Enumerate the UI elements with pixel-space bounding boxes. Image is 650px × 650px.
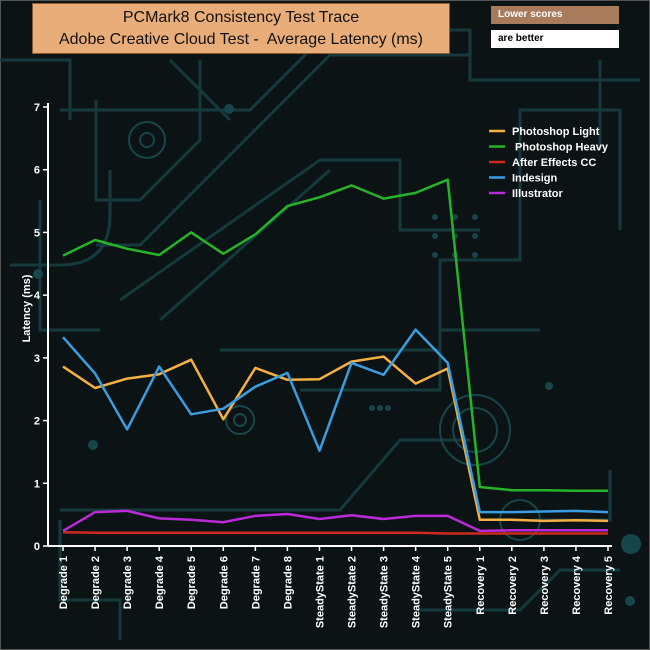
legend-item-label: Photoshop Light [512,126,600,138]
x-tick-label: Degrade 7 [250,556,262,609]
x-tick-label: Degrade 4 [154,555,166,609]
x-tick-label: Degrade 6 [218,556,230,609]
series-line-indesign [62,328,609,514]
x-tick-label: SteadyState 5 [443,556,455,628]
x-tick-label: SteadyState 1 [314,556,326,628]
x-tick-label: Degrade 5 [186,556,198,609]
series-line-photoshop-light [62,355,609,523]
y-tick-label: 4 [34,290,41,302]
y-tick-label: 5 [34,227,40,239]
y-tick-label: 1 [34,478,40,490]
legend: Photoshop Light Photoshop Heavy After Eff… [489,126,609,200]
note-are-better: are better [491,30,619,48]
x-tick-label: Degrade 8 [282,556,294,609]
x-tick-label: Recovery 4 [571,555,583,615]
y-axis-label: Latency (ms) [21,274,33,342]
y-tick-label: 6 [34,165,40,177]
legend-item-label: Indesign [512,173,558,185]
y-axis-ticks: 0 1 2 3 4 5 6 7 [34,102,48,553]
series-line-after-effects-cc [62,530,608,535]
x-tick-label: SteadyState 3 [379,556,391,628]
x-tick-label: Degrade 3 [122,556,134,609]
legend-item-label: Illustrator [512,188,563,200]
x-tick-label: Recovery 1 [475,556,487,615]
x-tick-label: Recovery 5 [603,556,615,615]
x-tick-label: SteadyState 4 [411,555,423,628]
chart-title-box: PCMark8 Consistency Test Trace Adobe Cre… [32,3,450,54]
series-line-photoshop-heavy [62,178,608,493]
series-line-illustrator [62,509,608,533]
x-axis-ticks: Degrade 1 Degrade 2 Degrade 3 Degrade 4 Degr… [58,546,615,628]
x-tick-label: Degrade 1 [58,556,70,609]
y-tick-label: 2 [34,416,40,428]
chart-title-line-1: PCMark8 Consistency Test Trace [122,9,360,26]
legend-item-label: After Effects CC [512,157,596,169]
y-tick-label: 7 [34,102,40,114]
y-tick-label: 0 [34,541,40,553]
x-tick-label: Degrade 2 [90,556,102,609]
x-tick-label: Recovery 2 [507,556,519,615]
x-tick-label: SteadyState 2 [347,556,359,628]
legend-item-label: Photoshop Heavy [512,142,609,154]
y-tick-label: 3 [34,353,40,365]
note-lower-scores: Lower scores [491,6,619,24]
chart-title-line-2: Adobe Creative Cloud Test - Average Late… [58,31,424,48]
x-tick-label: Recovery 3 [539,556,551,615]
series-layer [62,178,609,535]
